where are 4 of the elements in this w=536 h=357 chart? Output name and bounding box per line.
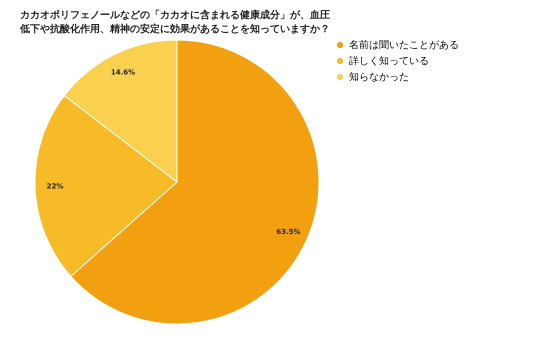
legend-label: 詳しく知っている: [349, 55, 429, 67]
legend-label: 名前は聞いたことがある: [349, 39, 459, 51]
legend-label: 知らなかった: [349, 71, 409, 83]
chart-title: カカオポリフェノールなどの「カカオに含まれる健康成分」が、血圧低下や抗酸化作用、精神の安定に効果があることを知っていますか？: [19, 9, 330, 35]
